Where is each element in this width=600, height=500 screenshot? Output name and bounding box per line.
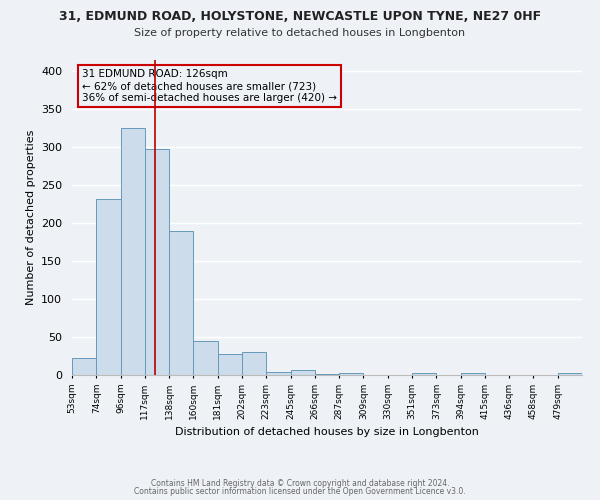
Bar: [145, 149, 169, 375]
Text: Size of property relative to detached houses in Longbenton: Size of property relative to detached ho…: [134, 28, 466, 38]
Bar: [558, 374, 582, 375]
Y-axis label: Number of detached properties: Number of detached properties: [26, 130, 35, 305]
Text: 31 EDMUND ROAD: 126sqm
← 62% of detached houses are smaller (723)
36% of semi-de: 31 EDMUND ROAD: 126sqm ← 62% of detached…: [82, 70, 337, 102]
Bar: [242, 352, 266, 375]
X-axis label: Distribution of detached houses by size in Longbenton: Distribution of detached houses by size …: [175, 428, 479, 438]
Text: 31, EDMUND ROAD, HOLYSTONE, NEWCASTLE UPON TYNE, NE27 0HF: 31, EDMUND ROAD, HOLYSTONE, NEWCASTLE UP…: [59, 10, 541, 23]
Bar: [461, 374, 485, 375]
Bar: [412, 372, 436, 375]
Text: Contains public sector information licensed under the Open Government Licence v3: Contains public sector information licen…: [134, 487, 466, 496]
Bar: [339, 374, 364, 375]
Bar: [72, 358, 96, 375]
Bar: [290, 370, 315, 375]
Text: Contains HM Land Registry data © Crown copyright and database right 2024.: Contains HM Land Registry data © Crown c…: [151, 478, 449, 488]
Bar: [193, 341, 218, 375]
Bar: [169, 231, 193, 375]
Bar: [266, 372, 290, 375]
Bar: [315, 374, 339, 375]
Bar: [121, 128, 145, 375]
Bar: [96, 199, 121, 375]
Bar: [218, 354, 242, 375]
